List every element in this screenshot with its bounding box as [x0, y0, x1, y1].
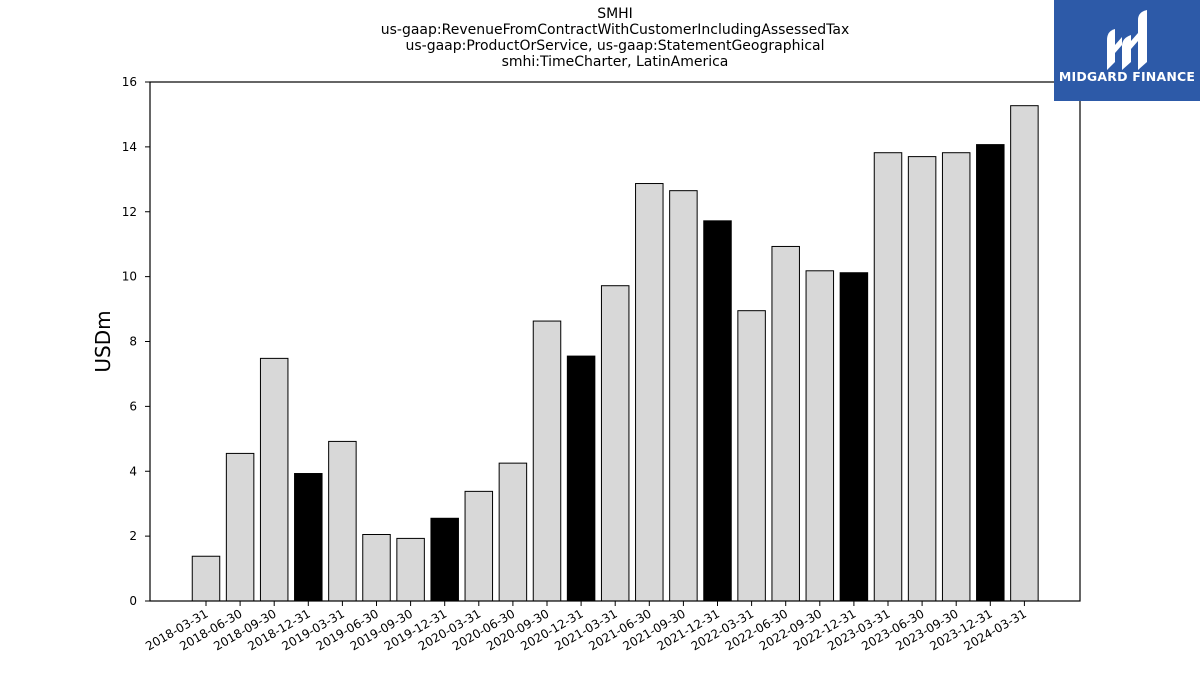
- bar: [225, 452, 255, 602]
- midgard-logo-icon: [1107, 10, 1147, 70]
- bar: [669, 190, 698, 602]
- logo-text: MIDGARD FINANCE: [1058, 69, 1196, 84]
- bar: [907, 156, 937, 602]
- bar: [771, 245, 800, 602]
- bar: [362, 534, 391, 602]
- brand-logo: MIDGARD FINANCE: [1054, 0, 1200, 101]
- chart-title-line: SMHI: [597, 6, 633, 22]
- chart-title: SMHI us-gaap:RevenueFromContractWithCust…: [215, 6, 1015, 70]
- bar: [941, 152, 971, 602]
- bar: [430, 517, 459, 602]
- bar: [396, 537, 425, 602]
- bar: [259, 357, 289, 602]
- bar: [976, 144, 1005, 602]
- y-tick-label: 4: [129, 464, 137, 478]
- bar: [635, 183, 664, 602]
- y-tick-label: 2: [129, 529, 137, 543]
- bar: [294, 473, 323, 602]
- bar: [566, 355, 596, 602]
- bar: [464, 490, 494, 602]
- y-tick-label: 8: [129, 335, 137, 349]
- bar: [600, 285, 630, 602]
- bar: [532, 320, 562, 602]
- chart-title-line: smhi:TimeCharter, LatinAmerica: [501, 54, 729, 70]
- bar: [873, 152, 903, 602]
- y-tick-label: 16: [122, 75, 137, 89]
- y-axis-label: USDm: [91, 310, 115, 372]
- bar: [498, 462, 528, 602]
- chart-title-line: us-gaap:RevenueFromContractWithCustomerI…: [380, 22, 850, 38]
- bar: [191, 555, 221, 602]
- y-tick-label: 14: [122, 140, 137, 154]
- bar: [805, 270, 835, 602]
- y-tick-label: 12: [122, 205, 137, 219]
- bar: [703, 220, 732, 602]
- bar: [839, 272, 869, 602]
- y-tick-label: 6: [129, 399, 137, 413]
- chart-title-line: us-gaap:ProductOrService, us-gaap:Statem…: [405, 38, 825, 54]
- bar: [328, 440, 357, 602]
- y-tick-label: 0: [129, 594, 137, 608]
- y-tick-label: 10: [122, 270, 137, 284]
- bar: [1010, 105, 1039, 602]
- bar: [737, 310, 766, 602]
